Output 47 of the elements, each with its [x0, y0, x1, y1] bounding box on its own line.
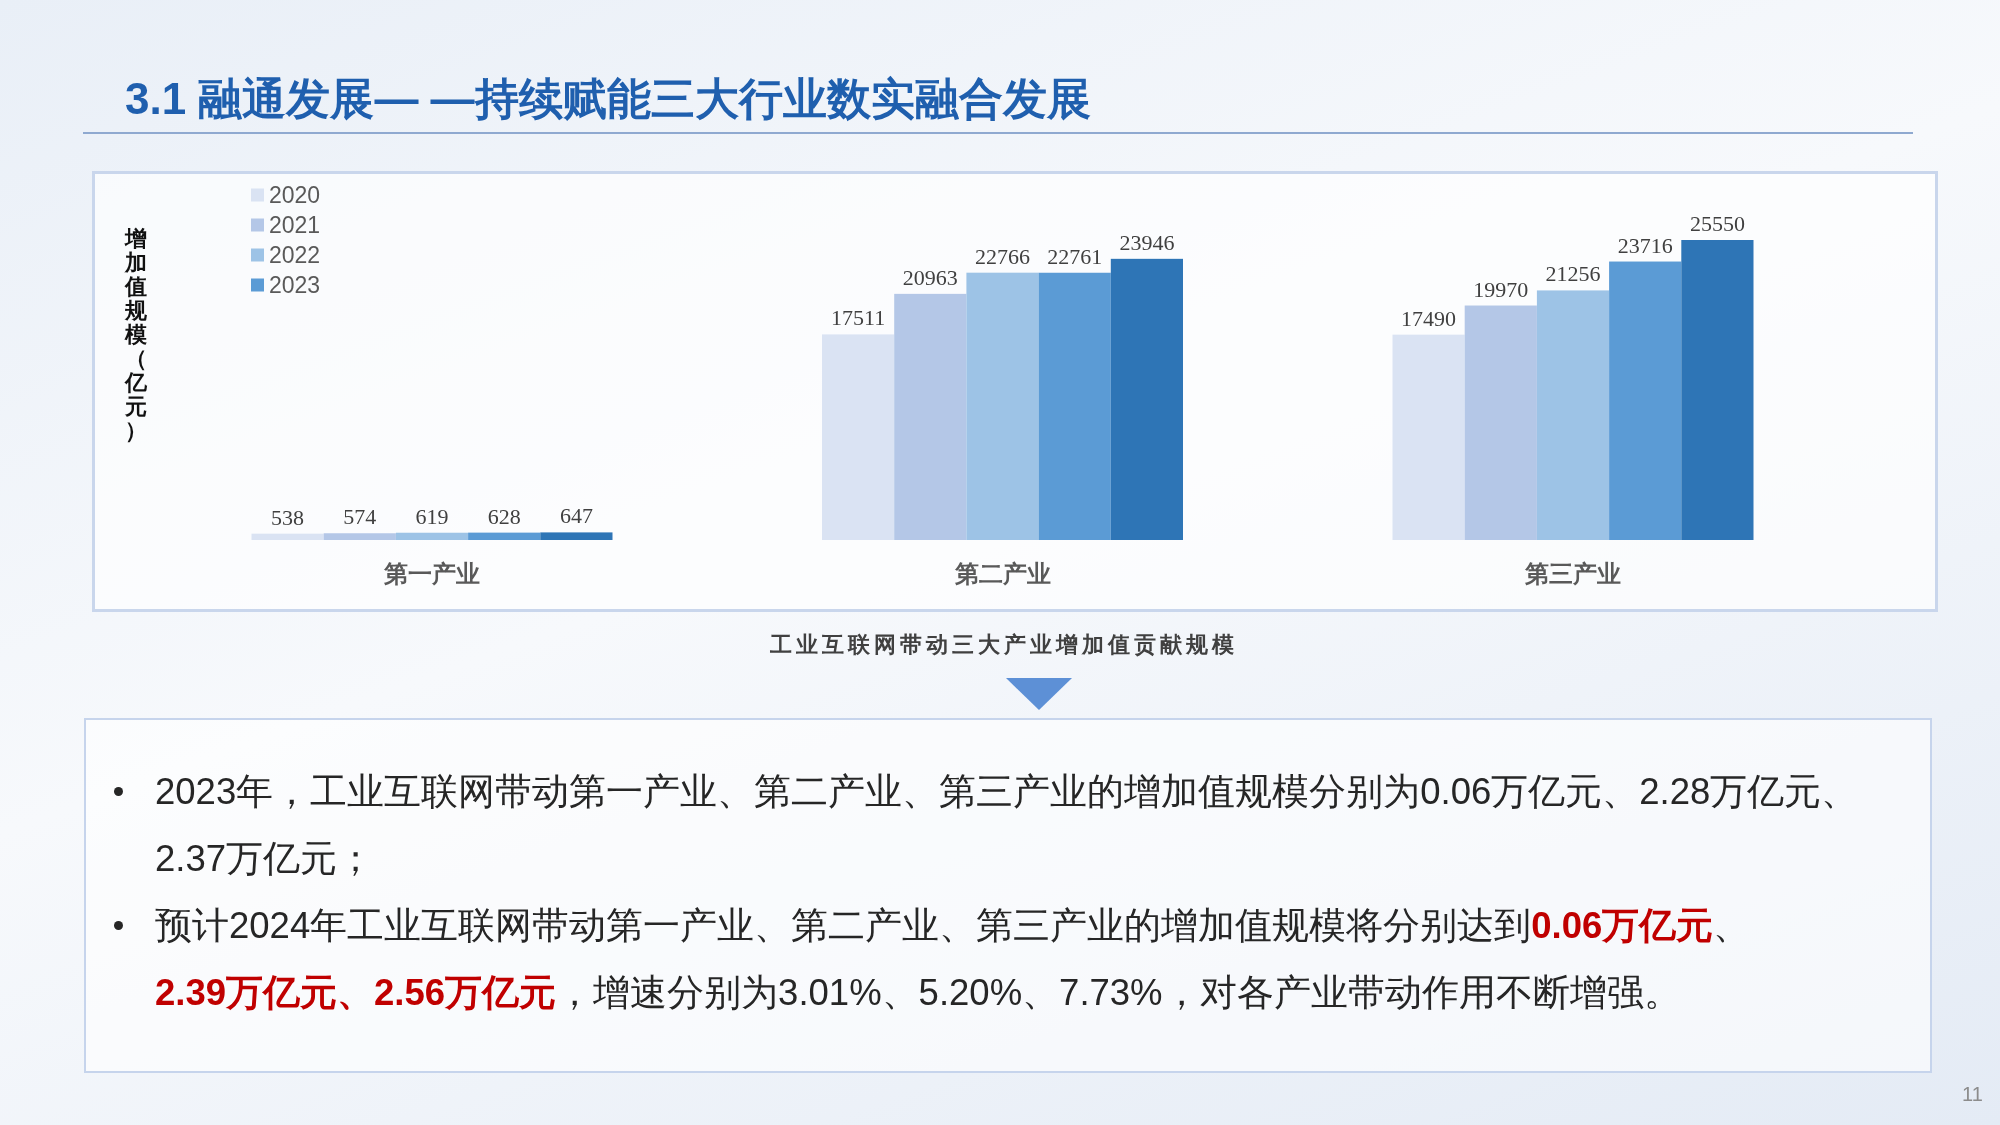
legend-label: 2023 [269, 272, 321, 298]
data-label: 17490 [1401, 305, 1457, 331]
text: 工业互联网带动三大产业增加值贡献规模 [769, 631, 1239, 659]
bar [323, 533, 396, 540]
bar [894, 293, 967, 540]
text: 0.06万亿元 [1531, 905, 1714, 946]
data-label: 17511 [831, 305, 886, 331]
text: ，增速分别为3.01%、5.20%、7.73%，对各产业带动作用不断增强。 [556, 972, 1681, 1013]
data-label: 23946 [1119, 229, 1175, 255]
legend-label: 2021 [269, 212, 321, 238]
y-axis-title: 增加值规模（亿元） [124, 227, 148, 443]
data-label: 538 [271, 504, 305, 530]
text: 、 [1713, 905, 1751, 946]
chart-title: 3.1 融通发展— —持续赋能三大行业数实融合发展 [125, 73, 1091, 125]
legend-label: 2022 [269, 242, 321, 268]
x-tick-label: 第二产业 [953, 560, 1051, 587]
bar [966, 272, 1039, 540]
text: 2.39万亿元、2.56万亿元 [155, 972, 557, 1013]
bar [1609, 261, 1682, 540]
text: 11 [1962, 1083, 1983, 1106]
bar [822, 334, 895, 540]
data-label: 619 [415, 503, 449, 529]
bar [1536, 290, 1610, 540]
data-label: 22766 [975, 243, 1030, 269]
data-label: 647 [559, 503, 593, 529]
bar [540, 532, 613, 540]
data-label: 22761 [1047, 243, 1103, 269]
data-label: 19970 [1473, 276, 1529, 302]
bar [1038, 272, 1111, 540]
bar [1392, 334, 1465, 540]
data-label: 21256 [1545, 261, 1601, 287]
bar [1110, 258, 1183, 540]
data-label: 628 [487, 503, 521, 529]
bar [1464, 305, 1537, 540]
data-label: 20963 [902, 264, 958, 290]
text: 2023年，工业互联网带动第一产业、第二产业、第三产业的增加值规模分别为0.06万亿元、2.28万亿元、2.37万亿元； [155, 771, 1859, 879]
text: 预计2024年工业互联网带动第一产业、第二产业、第三产业的增加值规模将分别达到 [155, 905, 1532, 946]
x-tick-label: 第三产业 [1524, 560, 1621, 587]
data-label: 574 [343, 504, 377, 530]
bar [395, 532, 469, 540]
bar [468, 532, 541, 540]
bar [1681, 240, 1754, 540]
data-label: 25550 [1689, 211, 1745, 236]
bar [251, 533, 324, 540]
data-label: 23716 [1617, 232, 1673, 258]
legend-label: 2020 [269, 182, 321, 208]
x-tick-label: 第一产业 [383, 560, 480, 587]
